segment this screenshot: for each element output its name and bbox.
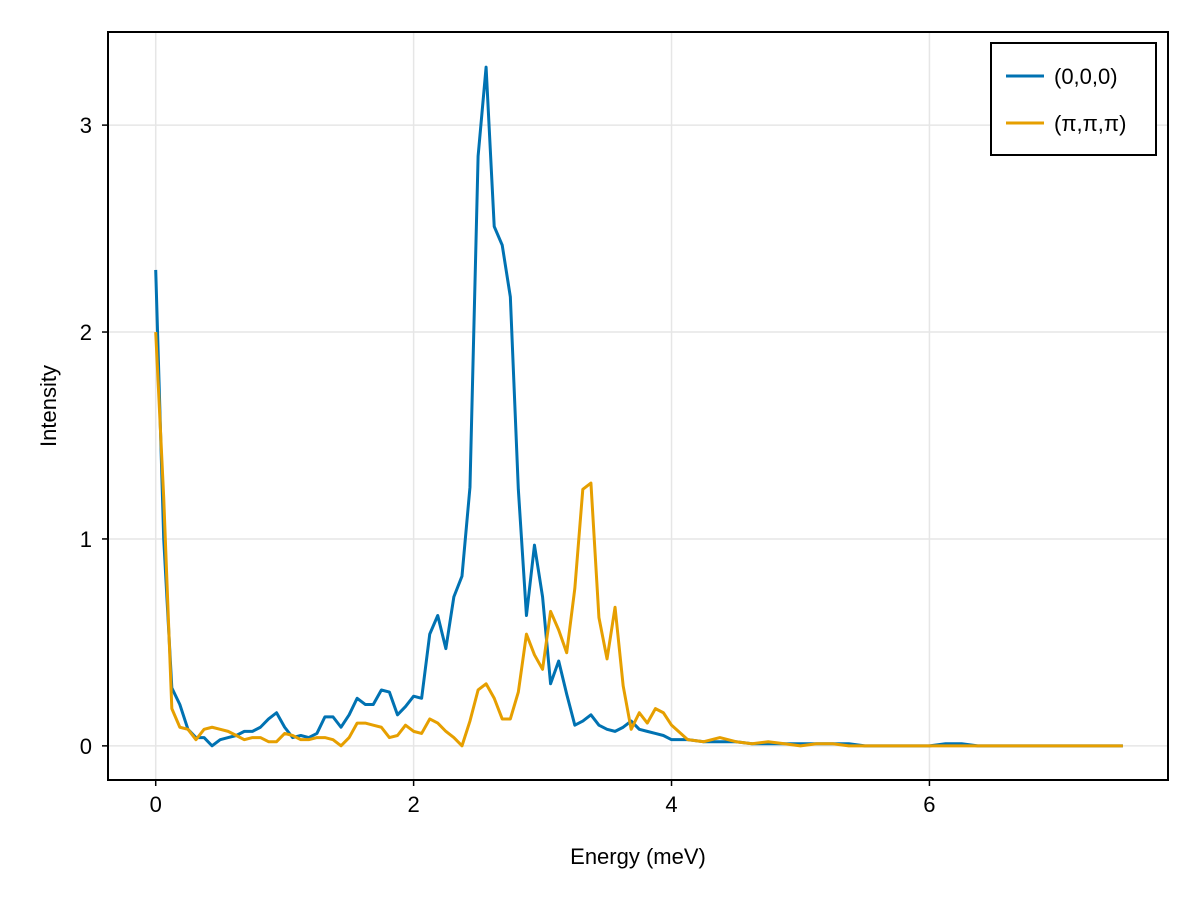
series-line-0 — [154, 65, 1123, 748]
y-tick-label: 2 — [80, 320, 92, 345]
x-tick-label: 0 — [150, 792, 162, 817]
y-axis-ticks: 0 1 2 3 — [80, 113, 108, 759]
y-tick-label: 0 — [80, 734, 92, 759]
x-axis-ticks: 0 2 4 6 — [150, 780, 936, 817]
legend-label: (π,π,π) — [1054, 111, 1126, 136]
y-tick-label: 3 — [80, 113, 92, 138]
series-layer — [154, 65, 1123, 748]
plot-frame — [107, 31, 1169, 781]
x-tick-label: 2 — [407, 792, 419, 817]
x-axis-label: Energy (meV) — [570, 844, 706, 869]
y-axis-label: Intensity — [36, 365, 61, 447]
legend: (0,0,0) (π,π,π) — [990, 42, 1157, 156]
x-tick-label: 4 — [665, 792, 677, 817]
legend-label: (0,0,0) — [1054, 64, 1118, 89]
y-tick-label: 1 — [80, 527, 92, 552]
x-tick-label: 6 — [923, 792, 935, 817]
legend-box — [990, 42, 1157, 156]
series-line-1 — [154, 331, 1123, 748]
grid-lines — [108, 32, 1168, 780]
